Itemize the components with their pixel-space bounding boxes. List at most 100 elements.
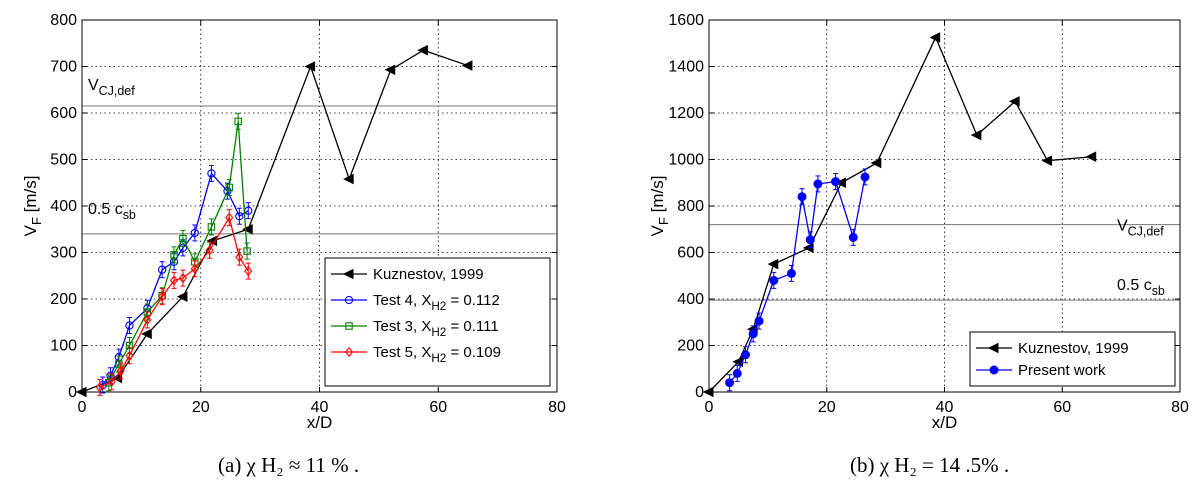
data-point: [178, 273, 188, 284]
data-point: [797, 192, 807, 202]
y-axis-label: VF [m/s]: [648, 176, 671, 237]
legend-box: [324, 257, 551, 387]
series-3: [95, 209, 253, 396]
data-point: [461, 60, 473, 71]
data-point: [205, 245, 214, 256]
series-0: [75, 44, 473, 398]
series-1: [725, 168, 870, 392]
legend-label: Test 3, XH2 = 0.111: [373, 318, 499, 339]
data-point: [870, 157, 882, 169]
legend-item: Kuznestov, 1999: [976, 340, 1129, 357]
data-point: [207, 223, 216, 231]
data-point: [813, 179, 823, 189]
y-tick-label: 300: [50, 245, 77, 262]
legend-marker: [989, 365, 999, 375]
legend-marker: [345, 322, 353, 330]
data-point: [234, 117, 242, 126]
data-point: [929, 32, 941, 43]
legend-marker: [987, 342, 999, 354]
legend-item: Test 4, XH2 = 0.112: [331, 292, 500, 313]
y-tick-label: 200: [50, 291, 77, 308]
data-point: [242, 223, 253, 235]
data-point: [115, 360, 123, 368]
data-point: [141, 328, 152, 340]
data-point: [170, 251, 178, 259]
data-point: [835, 177, 846, 189]
data-point: [343, 173, 354, 185]
reference-line-label: 0.5 csb: [88, 201, 136, 222]
data-point: [158, 265, 167, 274]
legend-item: Present work: [976, 362, 1106, 379]
x-tick-label: 40: [311, 399, 329, 416]
data-point: [125, 321, 134, 330]
series-line: [729, 176, 866, 384]
data-point: [1009, 96, 1020, 107]
data-point: [225, 212, 234, 223]
data-point: [235, 212, 244, 221]
reference-line-label: 0.5 csb: [1117, 277, 1165, 298]
y-tick-label: 1000: [668, 152, 704, 169]
data-point: [767, 258, 779, 270]
data-point: [143, 314, 152, 325]
y-tick-label: 1600: [668, 12, 704, 29]
figure-caption: (a) χ H₂ ≈ 11 % .: [218, 453, 359, 477]
y-tick-label: 200: [677, 338, 704, 355]
y-tick-label: 800: [50, 12, 77, 29]
data-point: [190, 228, 199, 238]
y-tick-label: 0: [68, 384, 77, 401]
x-tick-label: 0: [78, 399, 87, 416]
legend-item: Kuznestov, 1999: [331, 266, 484, 283]
y-tick-label: 600: [50, 105, 77, 122]
legend-label: Kuznestov, 1999: [373, 266, 484, 283]
y-tick-label: 800: [677, 198, 704, 215]
legend-label: Test 5, XH2 = 0.109: [373, 344, 501, 365]
data-point: [190, 263, 199, 274]
y-tick-label: 1400: [668, 59, 704, 76]
data-point: [384, 64, 396, 76]
data-point: [244, 266, 253, 277]
data-point: [207, 169, 216, 178]
data-point: [75, 386, 87, 398]
data-point: [169, 275, 179, 286]
legend-marker: [344, 295, 354, 305]
data-point: [702, 386, 714, 398]
data-point: [116, 366, 125, 377]
data-point: [848, 232, 858, 242]
legend-marker: [342, 268, 354, 280]
data-point: [176, 291, 188, 302]
data-point: [125, 350, 134, 361]
reference-line-label: VCJ,def: [88, 77, 135, 98]
legend: Kuznestov, 1999 Test 4, XH2 = 0.112 Test 3…: [324, 257, 551, 387]
x-tick-label: 80: [1171, 399, 1189, 416]
reference-line-label: VCJ,def: [1117, 218, 1164, 239]
data-point: [748, 329, 758, 339]
x-tick-label: 20: [192, 399, 210, 416]
series-2: [104, 112, 251, 392]
data-point: [1041, 155, 1053, 166]
legend-label: Present work: [1018, 362, 1106, 379]
data-point: [754, 316, 764, 326]
y-tick-label: 400: [677, 291, 704, 308]
data-point: [158, 291, 167, 302]
legend-item: Test 5, XH2 = 0.109: [331, 344, 501, 365]
y-tick-label: 700: [50, 59, 77, 76]
data-point: [860, 172, 870, 182]
data-point: [786, 268, 796, 278]
y-tick-label: 0: [695, 384, 704, 401]
y-tick-label: 1200: [668, 105, 704, 122]
figure-caption: (b) χ H₂ = 14 .5% .: [850, 453, 1009, 477]
data-point: [243, 247, 251, 255]
legend-label: Kuznestov, 1999: [1018, 340, 1129, 357]
x-tick-label: 40: [936, 399, 954, 416]
y-tick-label: 600: [677, 245, 704, 262]
data-point: [1085, 151, 1097, 163]
data-point: [769, 275, 779, 285]
data-point: [225, 183, 234, 192]
legend-label: Test 4, XH2 = 0.112: [373, 292, 500, 313]
x-tick-label: 80: [548, 399, 566, 416]
legend-marker: [344, 346, 354, 358]
data-point: [95, 382, 104, 393]
